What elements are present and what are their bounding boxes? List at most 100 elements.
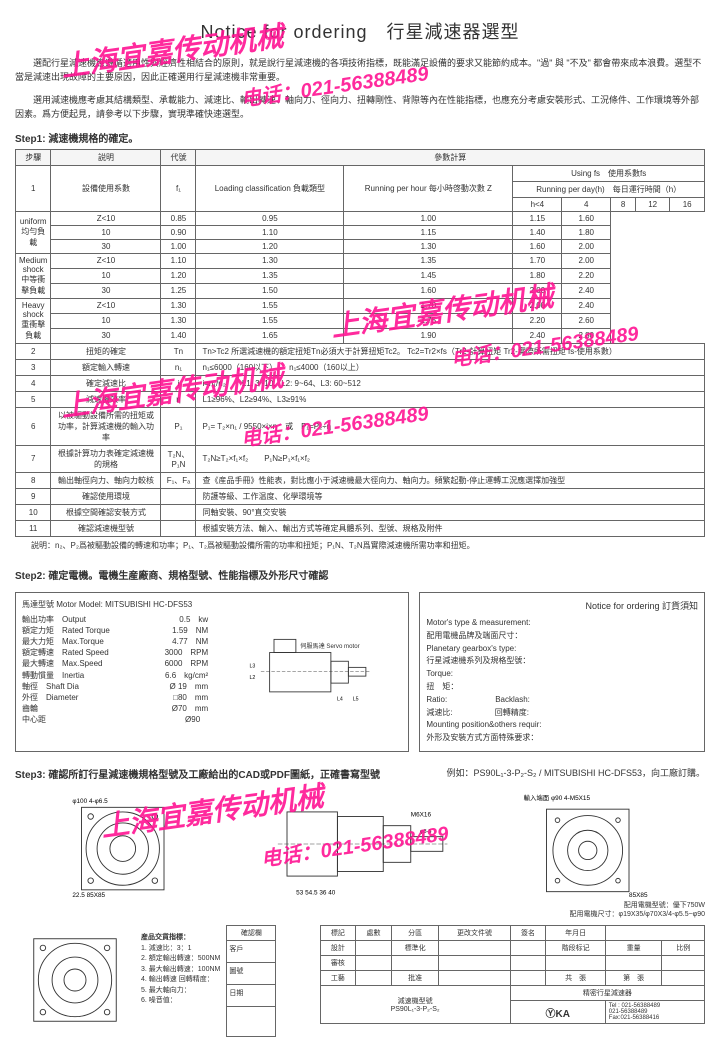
spec-line: 4. 輸出轉速 回轉精度： [141, 975, 220, 986]
step3-example: 例如：PS90L₁-3-P₂-S₂ / MITSUBISHI HC-DFS53，… [446, 760, 705, 785]
model: PS90L₁-3-P₂-S₂ [324, 1006, 507, 1013]
cell [510, 956, 546, 971]
cell: 8 [16, 472, 51, 488]
notice-line: Motor's type & measurement: [426, 617, 698, 630]
spec-row: 額定力矩 Rated Torque1.59 NM [22, 625, 208, 636]
cell: 1.20 [196, 239, 344, 253]
delivery-specs: 産品交貨指標： 1. 減速比：3：12. 額定輸出轉速：500NM3. 最大輸出… [141, 925, 220, 1037]
spec-row: 中心距 Ø90 [22, 714, 208, 725]
model-label: 減速機型號 [324, 996, 507, 1006]
notice-header: Notice for ordering 訂貨須知 [426, 599, 698, 613]
cell: 1.30 [161, 313, 196, 328]
step2-label: Step2: 確定電機。電機生産廠商、規格型號、性能指標及外形尺寸確認 [15, 567, 328, 582]
cell [510, 971, 546, 986]
cell: 2.00 [562, 253, 611, 268]
notice-line: Planetary gearbox's type: [426, 643, 698, 656]
cell: 1.75 [344, 313, 513, 328]
cell: 2.40 [562, 298, 611, 313]
cell: i [161, 375, 196, 391]
cell: T₂N≥T₂×f₁×f₂ P₁N≥P₁×f₁×f₂ [196, 445, 705, 472]
svg-text:L4: L4 [337, 696, 343, 702]
cell: 1.15 [344, 225, 513, 239]
cell: i=n₁/n₂ L1: 3~10、L2: 9~64、L3: 60~512 [196, 375, 705, 391]
side-cell: 客戶 [227, 941, 275, 963]
cell: 1.80 [513, 268, 562, 283]
cell: 確認減速機型號 [51, 520, 161, 536]
spec-line: 6. 噪音值： [141, 996, 220, 1007]
cell: 2.00 [513, 298, 562, 313]
cell: 2.00 [513, 283, 562, 298]
cell: 設計 [320, 941, 356, 956]
cell: 1.35 [344, 253, 513, 268]
cell: 共 張 [546, 971, 605, 986]
cell [546, 956, 605, 971]
spec-row: 最大力矩 Max.Torque4.77 NM [22, 636, 208, 647]
cell: 1.70 [513, 253, 562, 268]
cell: 工藝 [320, 971, 356, 986]
svg-text:22.5 85X85: 22.5 85X85 [72, 892, 105, 899]
cell: 1.25 [161, 283, 196, 298]
cell: Using fs 使用系數fs [513, 165, 705, 181]
cell: 1.40 [161, 328, 196, 343]
notice-line: 外形及安裝方式方面特殊要求： [426, 732, 698, 745]
notice-line: 行星減速機系列及規格型號： [426, 655, 698, 668]
intro-2: 選用減速機應考慮其結構類型、承載能力、減速比、輸出轉速、軸向力、徑向力、扭轉剛性… [15, 93, 705, 122]
cell [510, 941, 546, 956]
cell: 階段标记 [546, 941, 605, 956]
cell: Loading classification 負載類型 [196, 165, 344, 211]
cell: 1.10 [196, 225, 344, 239]
cell: 比例 [662, 941, 705, 956]
cell: h<4 [513, 197, 562, 211]
cell: 1.80 [562, 225, 611, 239]
cell: 1.60 [513, 239, 562, 253]
cell: uniform 均勻負載 [16, 211, 51, 253]
cell: 30 [51, 328, 161, 343]
cell: 12 [635, 197, 669, 211]
svg-text:85X85: 85X85 [629, 892, 648, 899]
cell: 1.70 [344, 298, 513, 313]
cell: 年月日 [546, 926, 605, 941]
cell: 1 [16, 165, 51, 211]
cell: 1.30 [344, 239, 513, 253]
th-calc: 參數計算 [196, 149, 705, 165]
cell: 1.60 [562, 211, 611, 225]
cell [662, 956, 705, 971]
svg-text:53 54.5 36 40: 53 54.5 36 40 [296, 889, 336, 896]
cell: 扭矩的確定 [51, 343, 161, 359]
svg-text:L5: L5 [353, 696, 359, 702]
cell: n₁≤6000（160以下） n₁≤4000（160以上） [196, 359, 705, 375]
drawing-front: φ100 4-φ6.5 22.5 85X85 [15, 789, 240, 919]
side-cell: 日期 [227, 985, 275, 1007]
cell [161, 488, 196, 504]
cell: 2.20 [513, 313, 562, 328]
cell: 2.40 [562, 283, 611, 298]
cell: 查《産品手冊》性能表，對比應小于減速機最大徑向力、軸向力。頻繁起動-停止運轉工況… [196, 472, 705, 488]
cell: 更改文件號 [439, 926, 510, 941]
cell: 1.55 [196, 313, 344, 328]
cell: 1.60 [344, 283, 513, 298]
step3-label: Step3: 確認所訂行星減速機規格型號及工廠給出的CAD或PDF圖紙，正確書寫… [15, 766, 380, 781]
cell: Z<10 [51, 211, 161, 225]
svg-text:輸入端面 φ90 4-M5X15: 輸入端面 φ90 4-M5X15 [524, 793, 591, 802]
cell: Z<10 [51, 253, 161, 268]
fax: Fax:021-56388416 [609, 1015, 701, 1021]
svg-text:L2: L2 [250, 674, 256, 680]
cell: Medium shock 中等衝擊負載 [16, 253, 51, 298]
cell: 輸出軸徑向力、軸向力較核 [51, 472, 161, 488]
cell: 額定輸入轉速 [51, 359, 161, 375]
th-code: 代號 [161, 149, 196, 165]
cell: 0.95 [196, 211, 344, 225]
ordering-notice-box: Notice for ordering 訂貨須知 Motor's type & … [419, 592, 705, 752]
cell: 2.20 [562, 268, 611, 283]
cell: 1.65 [196, 328, 344, 343]
cell [161, 520, 196, 536]
cell [439, 941, 510, 956]
dwg-note: 配用電機尺寸：φ19X35/φ70X3/4-φ5.5~φ90 [480, 910, 705, 919]
notice-line: Mounting position&others requir: [426, 719, 698, 732]
notice-line: Torque: [426, 668, 698, 681]
motor-box: 馬達型號 Motor Model: MITSUBISHI HC-DFS53 輸出… [15, 592, 409, 752]
cell: 確認使用環境 [51, 488, 161, 504]
spec-row: 轉動慣量 Inertia6.6 kg/cm² [22, 670, 208, 681]
cell [439, 956, 510, 971]
cell: 1.10 [161, 253, 196, 268]
